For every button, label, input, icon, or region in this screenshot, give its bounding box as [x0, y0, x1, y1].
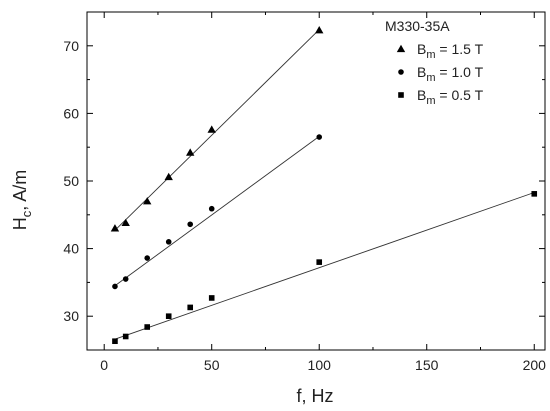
data-point-square: [208, 295, 215, 301]
data-point-circle: [122, 276, 129, 282]
data-point-circle: [112, 283, 118, 290]
legend-label-series-2: Bm = 1.0 T: [417, 64, 484, 84]
fit-lines: [114, 29, 535, 340]
x-axis-label: f, Hz: [296, 386, 333, 406]
y-tick-label: 60: [63, 105, 79, 121]
x-tick-label: 100: [308, 357, 332, 373]
x-tick-label: 200: [523, 357, 547, 373]
plot-frame: [86, 11, 546, 351]
data-point-circle: [165, 239, 172, 245]
y-axis-label-sub: c: [19, 210, 34, 217]
legend-label-series-3: Bm = 0.5 T: [417, 87, 484, 107]
data-point-triangle: [186, 148, 195, 156]
y-axis-label-rest: , A/m: [10, 170, 30, 211]
data-points: [110, 26, 538, 345]
x-axis-ticks: 0 50 100 150 200: [100, 12, 546, 373]
data-point-circle: [187, 221, 194, 228]
y-axis-label: Hc, A/m: [10, 170, 34, 231]
data-point-triangle: [121, 218, 130, 227]
data-point-square: [531, 191, 538, 197]
fit-line-series-3: [114, 192, 535, 340]
data-point-triangle: [207, 125, 216, 133]
y-axis-ticks: 30 40 50 60 70: [63, 38, 545, 351]
y-tick-label: 70: [63, 38, 79, 54]
data-point-circle: [316, 134, 323, 140]
legend-title: M330-35A: [385, 18, 450, 34]
data-point-triangle: [143, 197, 152, 205]
legend-label-series-1: Bm = 1.5 T: [417, 41, 484, 61]
fit-line-series-1: [114, 29, 320, 231]
x-tick-label: 50: [204, 357, 220, 373]
data-point-square: [122, 333, 129, 340]
data-point-square: [316, 259, 323, 265]
data-point-triangle: [110, 224, 120, 232]
plot-area-border: [86, 11, 546, 351]
fit-line-series-2: [114, 136, 320, 287]
data-point-triangle: [164, 172, 173, 181]
data-point-circle: [144, 255, 151, 261]
data-point-triangle: [315, 26, 324, 34]
legend: M330-35A Bm = 1.5 T Bm = 1.0 T Bm = 0.5 T: [385, 18, 484, 107]
legend-marker-circle: [398, 69, 404, 75]
x-tick-label: 150: [415, 357, 439, 373]
y-tick-label: 30: [63, 308, 79, 324]
data-point-circle: [208, 205, 215, 212]
legend-marker-triangle: [396, 44, 406, 53]
data-point-square: [187, 304, 194, 311]
legend-marker-square: [398, 92, 404, 98]
x-tick-label: 0: [100, 357, 108, 373]
data-point-square: [144, 324, 151, 330]
y-tick-label: 50: [63, 173, 79, 189]
y-tick-label: 40: [63, 241, 79, 257]
data-point-square: [112, 338, 118, 345]
data-point-square: [165, 313, 172, 319]
y-axis-label-main: H: [10, 217, 30, 230]
